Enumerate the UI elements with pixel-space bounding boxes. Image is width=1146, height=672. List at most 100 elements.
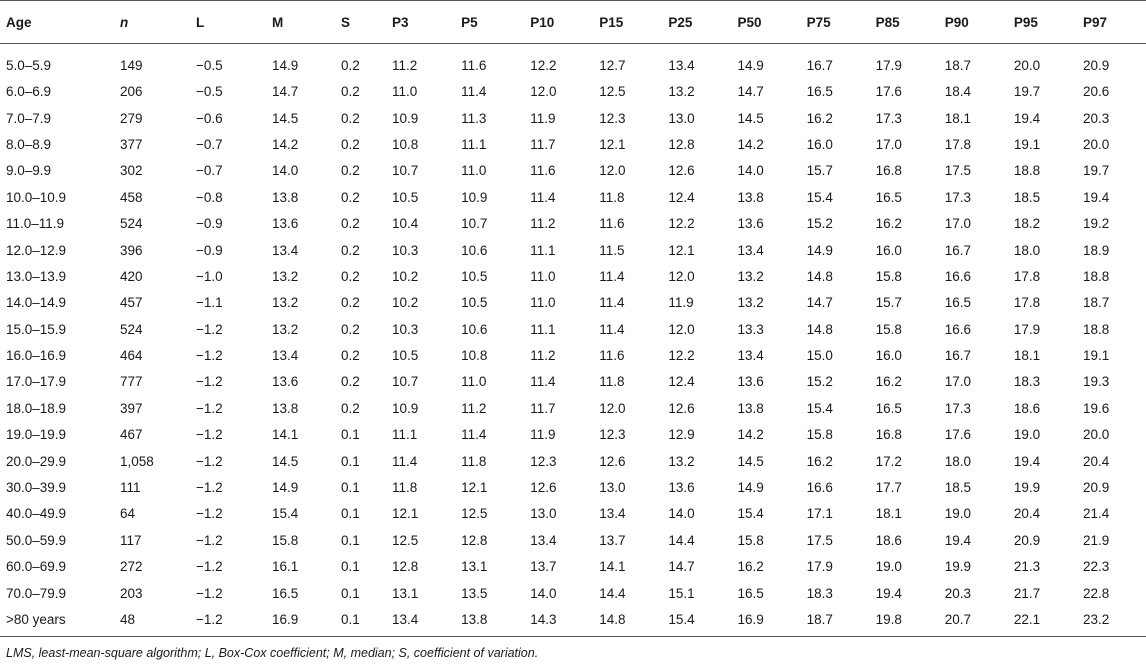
table-row: 13.0–13.9 420 −1.0 13.2 0.2 10.2 10.5 11.0 11.4 1… bbox=[0, 263, 1146, 289]
table-cell: 0.2 bbox=[341, 321, 360, 337]
table-cell: 13.8 bbox=[737, 400, 764, 416]
table-row: >80 years 48 −1.2 16.9 0.1 13.4 13.8 14.3 14.8 15… bbox=[0, 606, 1146, 637]
table-row: 17.0–17.9 777 −1.2 13.6 0.2 10.7 11.0 11.4 11.8 1… bbox=[0, 369, 1146, 395]
table-cell: 15.2 bbox=[806, 374, 833, 390]
age-group-cell: 17.0–17.9 bbox=[6, 374, 67, 390]
table-row: 18.0–18.9 397 −1.2 13.8 0.2 10.9 11.2 11.7 12.0 1… bbox=[0, 395, 1146, 421]
table-cell: 16.5 bbox=[737, 585, 764, 601]
table-cell: 0.1 bbox=[341, 506, 360, 522]
column-header: P85 bbox=[869, 0, 939, 44]
table-cell: 14.8 bbox=[806, 268, 833, 284]
table-cell: 17.1 bbox=[806, 506, 833, 522]
table-cell: 13.6 bbox=[272, 216, 299, 232]
table-cell: 14.0 bbox=[272, 163, 299, 179]
table-cell: 11.0 bbox=[530, 295, 556, 311]
column-header: S bbox=[335, 0, 386, 44]
table-cell: 16.5 bbox=[272, 585, 299, 601]
table-cell: 13.4 bbox=[599, 506, 626, 522]
table-cell: 18.6 bbox=[1013, 400, 1041, 416]
table-cell: 0.1 bbox=[341, 559, 360, 575]
column-header: P5 bbox=[455, 0, 525, 44]
table-cell: 19.9 bbox=[944, 559, 972, 575]
table-cell: 19.0 bbox=[875, 559, 902, 575]
table-cell: 18.3 bbox=[806, 585, 833, 601]
table-row: 60.0–69.9 272 −1.2 16.1 0.1 12.8 13.1 13.7 14.1 1… bbox=[0, 554, 1146, 580]
table-cell: −0.9 bbox=[196, 216, 223, 232]
table-cell: 10.9 bbox=[461, 189, 488, 205]
table-cell: −1.1 bbox=[196, 295, 223, 311]
table-cell: 464 bbox=[120, 348, 143, 364]
table-cell: −1.2 bbox=[196, 453, 223, 469]
table-cell: 17.9 bbox=[875, 58, 902, 74]
table-header: Age n L M S P3 P5 P10 P15 P25 P50 P75 P85 P90 P95 P97 bbox=[0, 0, 1146, 44]
table-cell: 16.6 bbox=[944, 321, 972, 337]
table-cell: 15.8 bbox=[875, 321, 902, 337]
table-cell: 12.7 bbox=[599, 58, 626, 74]
table-cell: 18.9 bbox=[1082, 242, 1110, 258]
table-cell: 0.1 bbox=[341, 585, 360, 601]
table-row: 30.0–39.9 111 −1.2 14.9 0.1 11.8 12.1 12.6 13.0 1… bbox=[0, 474, 1146, 500]
table-cell: 16.8 bbox=[875, 163, 902, 179]
table-cell: 14.7 bbox=[806, 295, 833, 311]
table-cell: −1.2 bbox=[196, 374, 223, 390]
table-cell: 12.8 bbox=[461, 532, 488, 548]
table-cell: 10.8 bbox=[461, 348, 488, 364]
table-cell: 12.5 bbox=[599, 84, 626, 100]
table-cell: 14.0 bbox=[737, 163, 764, 179]
table-cell: 13.3 bbox=[737, 321, 764, 337]
table-cell: 12.6 bbox=[668, 163, 695, 179]
table-cell: 777 bbox=[120, 374, 143, 390]
table-cell: 12.0 bbox=[668, 268, 695, 284]
age-group-cell: 40.0–49.9 bbox=[6, 506, 67, 522]
table-cell: 13.6 bbox=[272, 374, 299, 390]
table-cell: 10.5 bbox=[461, 295, 488, 311]
age-group-cell: 5.0–5.9 bbox=[6, 58, 52, 74]
table-cell: 17.2 bbox=[875, 453, 902, 469]
table-cell: 17.8 bbox=[1013, 295, 1041, 311]
table-row: 5.0–5.9 149 −0.5 14.9 0.2 11.2 11.6 12.2 12.7 13.… bbox=[0, 44, 1146, 79]
table-cell: 11.0 bbox=[530, 268, 556, 284]
table-cell: 15.2 bbox=[806, 216, 833, 232]
table-cell: −0.8 bbox=[196, 189, 223, 205]
table-cell: 16.5 bbox=[806, 84, 833, 100]
header-row: Age n L M S P3 P5 P10 P15 P25 P50 P75 P85 P90 P95 P97 bbox=[0, 0, 1146, 44]
table-cell: −1.2 bbox=[196, 506, 223, 522]
table-cell: 16.1 bbox=[272, 559, 299, 575]
table-cell: 20.9 bbox=[1013, 532, 1041, 548]
table-cell: 13.0 bbox=[599, 480, 626, 496]
table-cell: 11.4 bbox=[392, 453, 418, 469]
table-cell: 10.9 bbox=[392, 110, 419, 126]
table-cell: 13.0 bbox=[668, 110, 695, 126]
table-cell: 12.3 bbox=[599, 110, 626, 126]
table-cell: −1.0 bbox=[196, 268, 223, 284]
table-cell: −1.2 bbox=[196, 400, 223, 416]
table-cell: 19.4 bbox=[1013, 453, 1041, 469]
table-cell: −0.5 bbox=[196, 58, 223, 74]
table-cell: 11.4 bbox=[530, 374, 556, 390]
table-cell: 23.2 bbox=[1076, 606, 1146, 637]
table-cell: 15.8 bbox=[806, 427, 833, 443]
table-cell: 13.4 bbox=[386, 606, 456, 637]
table-cell: 10.4 bbox=[392, 216, 419, 232]
table-cell: 12.5 bbox=[461, 506, 488, 522]
table-cell: −1.2 bbox=[196, 585, 223, 601]
table-cell: 14.3 bbox=[524, 606, 594, 637]
table-cell: 17.5 bbox=[806, 532, 833, 548]
table-cell: 13.7 bbox=[599, 532, 626, 548]
table-cell: 12.0 bbox=[599, 163, 626, 179]
table-cell: 17.9 bbox=[806, 559, 833, 575]
age-group-cell: 50.0–59.9 bbox=[6, 532, 67, 548]
table-cell: 11.4 bbox=[461, 84, 487, 100]
table-cell: 11.6 bbox=[530, 163, 556, 179]
table-cell: 11.0 bbox=[392, 84, 418, 100]
table-cell: 17.3 bbox=[944, 189, 972, 205]
table-cell: 11.6 bbox=[599, 216, 625, 232]
table-cell: 21.4 bbox=[1082, 506, 1110, 522]
table-row: 19.0–19.9 467 −1.2 14.1 0.1 11.1 11.4 11.9 12.3 1… bbox=[0, 422, 1146, 448]
table-cell: 0.2 bbox=[341, 268, 360, 284]
table-cell: 0.1 bbox=[341, 453, 360, 469]
table-cell: 11.2 bbox=[392, 58, 418, 74]
table-row: 20.0–29.9 1,058 −1.2 14.5 0.1 11.4 11.8 12.3 12.… bbox=[0, 448, 1146, 474]
table-cell: 14.5 bbox=[737, 453, 764, 469]
